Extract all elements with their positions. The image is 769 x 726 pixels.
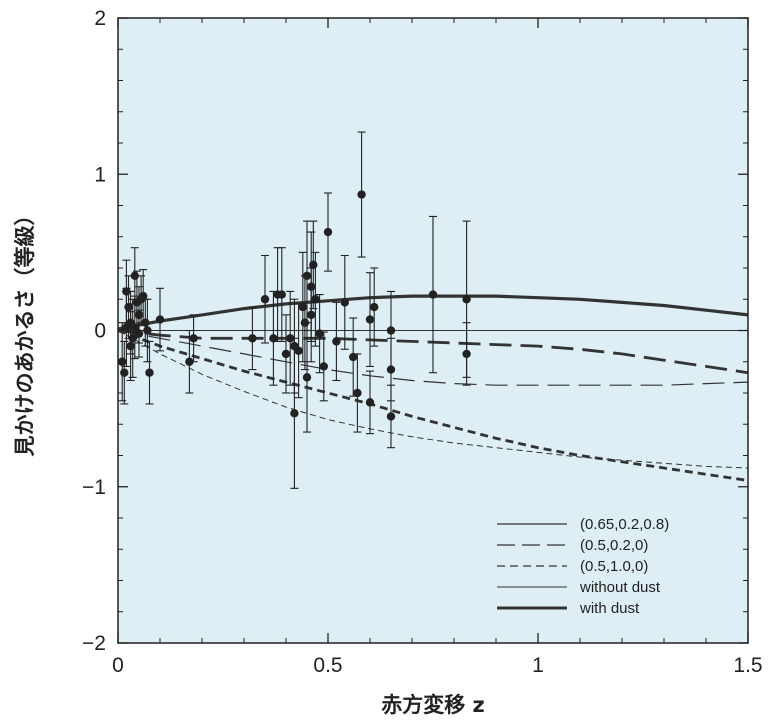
point-marker [340, 298, 349, 307]
ticks-layer: 0 0.5 1 1.5 2 1 0 −1 −2 [82, 7, 763, 677]
data-point [139, 269, 148, 324]
point-marker [353, 388, 362, 398]
legend-label: (0.65,0.2,0.8) [580, 516, 669, 533]
data-point [323, 192, 333, 272]
data-point [428, 215, 438, 374]
y-axis-label: 見かけのあかるさ（等級） [13, 205, 37, 457]
point-marker [269, 334, 278, 343]
data-point [145, 340, 154, 405]
legend-label: (0.5,1.0,0) [580, 558, 648, 575]
y-tick-label: −2 [82, 632, 106, 655]
point-marker [462, 349, 471, 359]
points-layer [118, 131, 471, 489]
point-marker [365, 398, 375, 407]
point-marker [302, 271, 312, 281]
point-marker [277, 290, 286, 299]
point-marker [302, 373, 312, 382]
legend-label: (0.5,0.2,0) [580, 537, 648, 554]
point-marker [309, 260, 318, 270]
point-marker [370, 302, 379, 312]
curve-long-dash-thin [117, 329, 749, 386]
data-point [357, 131, 366, 258]
data-point [277, 247, 286, 342]
y-tick-label: 0 [94, 320, 106, 343]
point-marker [386, 326, 396, 335]
curve-short-dash-thin [117, 330, 749, 469]
data-point [143, 298, 152, 363]
data-point [365, 370, 375, 435]
point-marker [349, 352, 358, 362]
point-marker [260, 295, 270, 304]
legend-label: without dust [579, 579, 661, 596]
point-marker [141, 318, 150, 327]
data-point [281, 314, 291, 394]
y-tick-label: 1 [94, 163, 106, 186]
x-tick-label: 1 [532, 654, 544, 677]
data-point [269, 290, 278, 386]
point-marker [386, 412, 396, 421]
data-point [311, 251, 320, 347]
data-point [386, 384, 396, 449]
data-point [248, 306, 257, 371]
data-point [260, 254, 270, 344]
point-marker [143, 326, 152, 335]
point-marker [323, 227, 333, 237]
point-marker [298, 302, 307, 312]
legend-entry: (0.5,1.0,0) [497, 558, 648, 575]
data-point [353, 353, 362, 433]
point-marker [294, 346, 303, 356]
legend-label: with dust [579, 600, 640, 617]
point-marker [120, 368, 129, 377]
legend-entry: with dust [497, 600, 640, 617]
point-marker [189, 334, 198, 343]
point-marker [365, 315, 375, 324]
x-tick-label: 0.5 [313, 654, 342, 677]
legend: (0.65,0.2,0.8) (0.5,0.2,0) (0.5,1.0,0) with… [497, 516, 669, 617]
point-marker [290, 409, 299, 418]
legend-entry: without dust [497, 579, 661, 596]
data-point [370, 267, 379, 347]
data-point [134, 309, 144, 358]
point-marker [139, 291, 148, 301]
data-point [189, 314, 198, 363]
data-point [155, 287, 165, 352]
point-marker [311, 295, 320, 304]
data-point [332, 301, 341, 382]
data-point [462, 322, 471, 386]
x-tick-label: 0 [112, 654, 124, 677]
point-marker [307, 310, 316, 320]
x-axis-label: 赤方変移 z [381, 693, 485, 717]
point-marker [155, 315, 165, 324]
point-marker [286, 334, 295, 343]
point-marker [315, 329, 324, 338]
point-marker [185, 357, 194, 366]
y-tick-label: 2 [94, 7, 106, 30]
point-marker [134, 329, 144, 338]
point-marker [319, 362, 328, 371]
data-point [120, 340, 129, 405]
data-point [185, 329, 194, 394]
data-point [340, 254, 349, 350]
point-marker [357, 190, 366, 199]
legend-entry: (0.5,0.2,0) [497, 537, 648, 554]
point-marker [281, 349, 291, 359]
legend-entry: (0.65,0.2,0.8) [497, 516, 669, 533]
data-point [319, 331, 328, 402]
point-marker [248, 334, 257, 343]
point-marker [462, 295, 471, 304]
y-tick-label: −1 [82, 476, 106, 499]
x-tick-label: 1.5 [733, 654, 762, 677]
data-point [286, 290, 295, 386]
curve-short-dash-thick [117, 329, 749, 482]
data-point [290, 337, 299, 489]
data-point [349, 317, 358, 397]
point-marker [386, 365, 396, 374]
data-point [365, 272, 375, 367]
point-marker [332, 337, 341, 346]
point-marker [428, 290, 438, 299]
point-marker [145, 368, 154, 377]
